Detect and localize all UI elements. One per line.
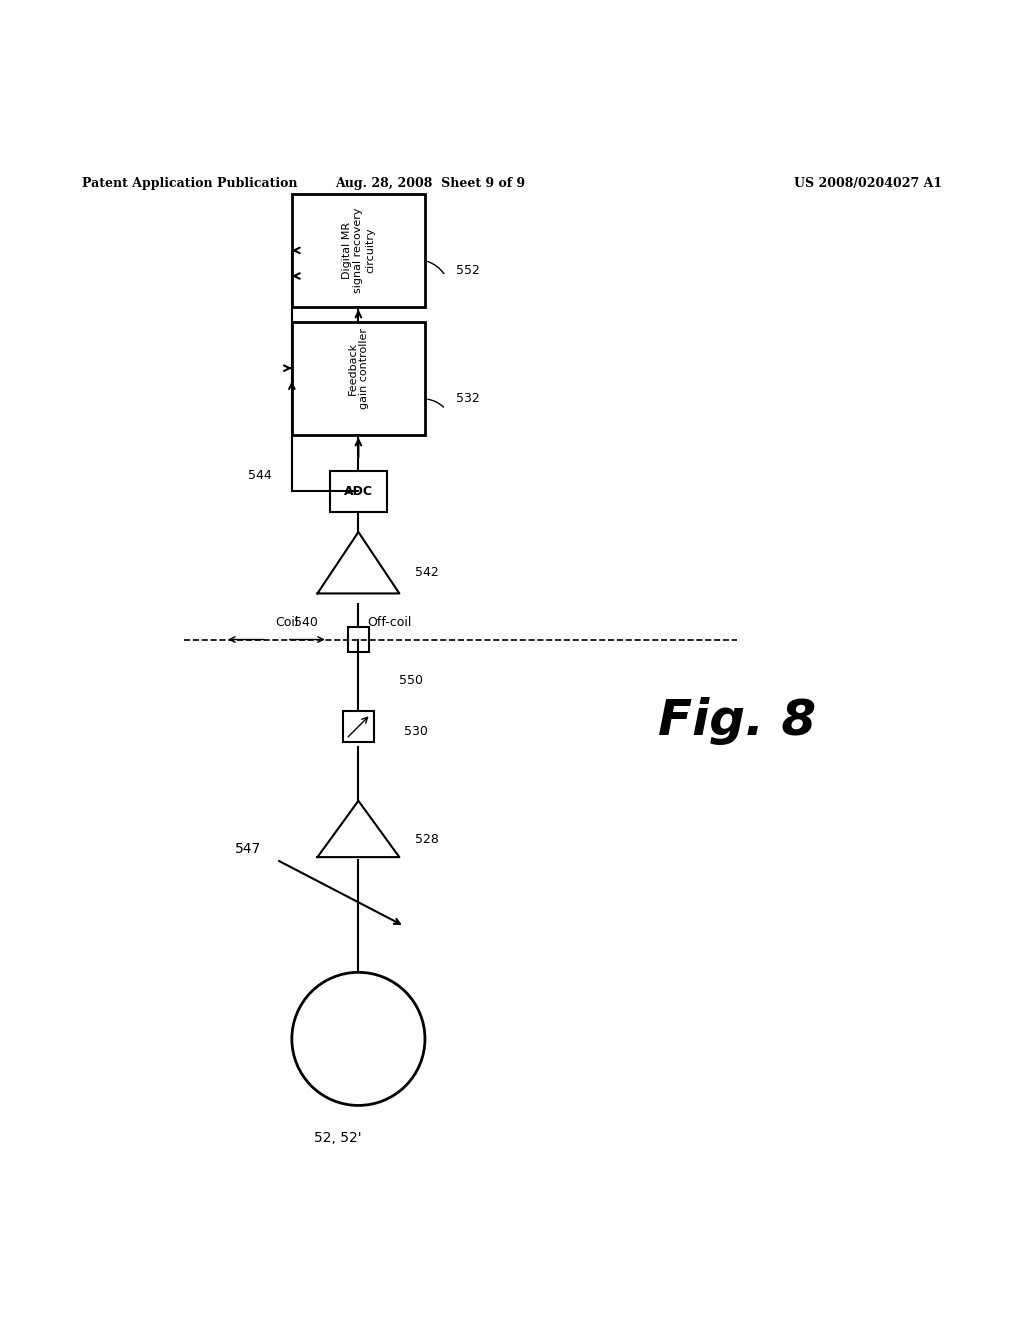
Text: Off-coil: Off-coil — [367, 616, 412, 630]
Text: Fig. 8: Fig. 8 — [658, 697, 816, 746]
Text: 52, 52': 52, 52' — [314, 1131, 361, 1144]
Text: US 2008/0204027 A1: US 2008/0204027 A1 — [794, 177, 942, 190]
Text: 547: 547 — [234, 842, 261, 857]
Text: 540: 540 — [294, 616, 317, 630]
FancyBboxPatch shape — [343, 711, 374, 742]
Text: 542: 542 — [415, 566, 438, 579]
Text: ADC: ADC — [344, 484, 373, 498]
Text: 528: 528 — [415, 833, 438, 846]
Text: Coil: Coil — [275, 616, 298, 630]
Text: 530: 530 — [404, 725, 428, 738]
Text: 544: 544 — [248, 469, 271, 482]
Text: Digital MR
signal recovery
circuitry: Digital MR signal recovery circuitry — [342, 207, 375, 293]
Text: 532: 532 — [456, 392, 479, 405]
Text: 550: 550 — [399, 675, 423, 686]
Text: 552: 552 — [456, 264, 479, 277]
FancyBboxPatch shape — [330, 470, 386, 512]
FancyBboxPatch shape — [292, 194, 425, 306]
Text: Aug. 28, 2008  Sheet 9 of 9: Aug. 28, 2008 Sheet 9 of 9 — [335, 177, 525, 190]
Text: Patent Application Publication: Patent Application Publication — [82, 177, 297, 190]
FancyBboxPatch shape — [348, 627, 369, 652]
Text: Feedback
gain controller: Feedback gain controller — [347, 327, 370, 409]
FancyBboxPatch shape — [292, 322, 425, 434]
